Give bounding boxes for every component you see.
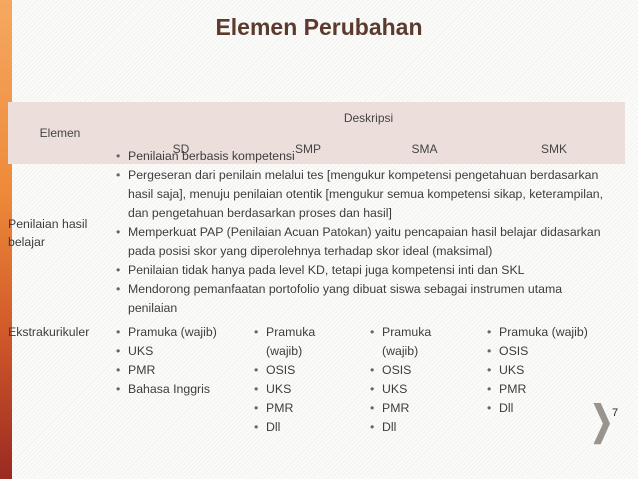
list-item: PMR	[254, 399, 344, 418]
ekstra-sd-list: Pramuka (wajib)UKSPMRBahasa Inggris	[116, 323, 246, 399]
header-elemen: Elemen	[39, 126, 81, 140]
header-deskripsi: Deskripsi	[343, 111, 394, 125]
list-item: Pramuka (wajib)	[370, 323, 460, 361]
list-item: Penilaian tidak hanya pada level KD, tet…	[116, 261, 606, 280]
page-number: 7	[612, 407, 619, 419]
ekstra-sma-list: Pramuka (wajib)OSISUKSPMRDll	[370, 323, 460, 437]
row-elemen-penilaian: Penilaian hasil belajar	[8, 217, 88, 249]
row-penilaian-list: Penilaian berbasis kompetensi Pergeseran…	[116, 147, 606, 318]
list-item: UKS	[254, 380, 344, 399]
list-item: Pergeseran dari penilain melalui tes [me…	[116, 166, 606, 223]
list-item: PMR	[116, 361, 246, 380]
list-item: Pramuka (wajib)	[254, 323, 344, 361]
list-item: Pramuka (wajib)	[487, 323, 617, 342]
list-item: Pramuka (wajib)	[116, 323, 246, 342]
list-item: Bahasa Inggris	[116, 380, 246, 399]
ekstra-smp-list: Pramuka (wajib)OSISUKSPMRDll	[254, 323, 344, 437]
list-item: OSIS	[487, 342, 617, 361]
list-item: OSIS	[254, 361, 344, 380]
row-elemen-ekstra: Ekstrakurikuler	[8, 325, 90, 339]
list-item: UKS	[487, 361, 617, 380]
list-item: Dll	[254, 418, 344, 437]
list-item: UKS	[370, 380, 460, 399]
list-item: UKS	[116, 342, 246, 361]
list-item: Penilaian berbasis kompetensi	[116, 147, 606, 166]
slide-title: Elemen Perubahan	[215, 14, 423, 40]
list-item: Dll	[487, 399, 617, 418]
list-item: PMR	[370, 399, 460, 418]
ekstra-smk-list: Pramuka (wajib)OSISUKSPMRDll	[487, 323, 617, 418]
list-item: Memperkuat PAP (Penilaian Acuan Patokan)…	[116, 223, 606, 261]
chevron-right-icon: ❯	[590, 399, 614, 443]
list-item: Dll	[370, 418, 460, 437]
list-item: PMR	[487, 380, 617, 399]
list-item: Mendorong pemanfaatan portofolio yang di…	[116, 280, 606, 318]
list-item: OSIS	[370, 361, 460, 380]
